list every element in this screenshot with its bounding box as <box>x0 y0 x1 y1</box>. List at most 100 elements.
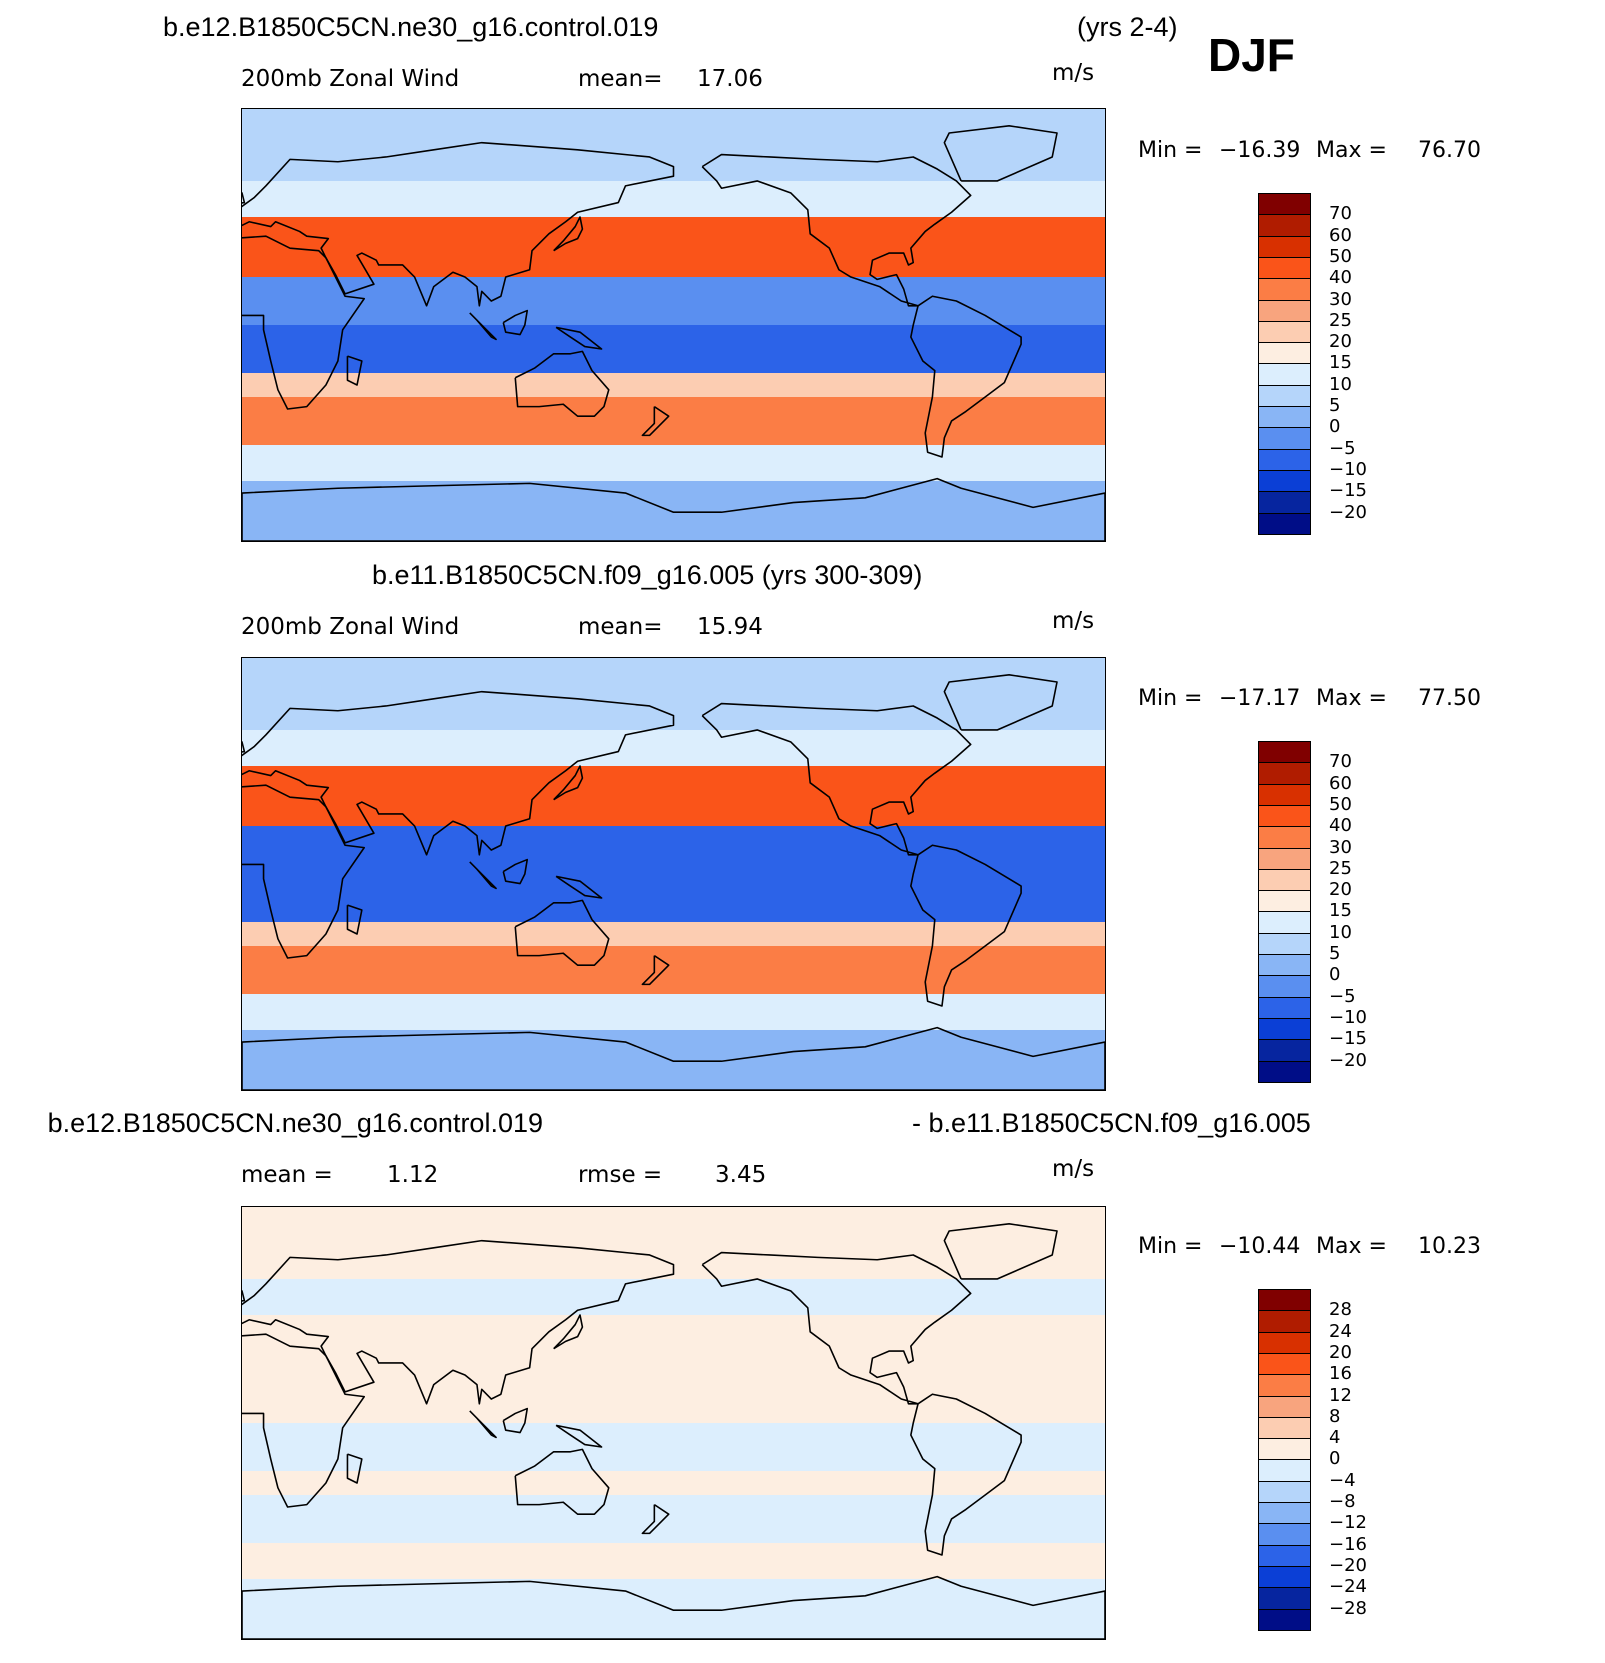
coastline <box>242 690 675 856</box>
coastline <box>514 350 610 417</box>
panel2-units: m/s <box>1052 608 1095 634</box>
panel2-max-value: 77.50 <box>1418 686 1481 711</box>
panel3-max-value: 10.23 <box>1418 1234 1481 1259</box>
colorbar-level-label: −8 <box>1329 1491 1356 1512</box>
coastline <box>242 477 1105 541</box>
colorbar-swatch <box>1258 1331 1311 1354</box>
colorbar-swatch <box>1258 932 1311 955</box>
colorbar-level-label: −20 <box>1329 1554 1367 1576</box>
wind-band <box>242 481 1105 541</box>
colorbar-swatch <box>1258 1438 1311 1461</box>
colorbar-level-label: 25 <box>1329 309 1352 331</box>
colorbar-level-label: −12 <box>1329 1512 1367 1534</box>
panel2-mean-value: 15.94 <box>697 614 763 640</box>
colorbar-level-label: 25 <box>1329 857 1352 879</box>
colorbar-level-label: 50 <box>1329 245 1352 267</box>
coastline <box>943 1223 1058 1280</box>
colorbar-level-label: 50 <box>1329 793 1352 815</box>
colorbar-level-label: −15 <box>1329 1028 1367 1050</box>
colorbar-level-label: 12 <box>1329 1384 1352 1406</box>
colorbar-swatch <box>1258 1416 1311 1440</box>
colorbar-level-label: −20 <box>1329 1049 1367 1071</box>
panel3-mean-value: 1.12 <box>387 1162 439 1188</box>
colorbar-swatch <box>1258 1039 1311 1062</box>
colorbar-level-label: 60 <box>1329 224 1352 246</box>
panel3-units: m/s <box>1052 1156 1095 1182</box>
colorbar-level-label: 15 <box>1329 352 1352 374</box>
coastline <box>469 312 497 341</box>
panel2-map-svg <box>242 658 1105 1090</box>
colorbar-swatch <box>1258 278 1311 301</box>
colorbar-level-label: 8 <box>1329 1405 1341 1427</box>
coastline <box>502 1407 529 1434</box>
panel3-min-label: Min = <box>1138 1234 1203 1259</box>
colorbar-swatch <box>1258 1587 1311 1610</box>
colorbar-swatch <box>1258 1374 1311 1397</box>
colorbar-swatch <box>1258 1395 1311 1418</box>
panel1-min-value: −16.39 <box>1219 138 1301 163</box>
colorbar-swatch <box>1258 1459 1311 1482</box>
colorbar-swatch <box>1258 1060 1311 1083</box>
wind-band <box>242 445 1105 481</box>
wind-band <box>242 397 1105 446</box>
colorbar-level-label: −10 <box>1329 1006 1367 1028</box>
colorbar-swatch <box>1258 1565 1311 1589</box>
colorbar-swatch <box>1258 911 1311 934</box>
coastline <box>242 235 366 410</box>
panel1-colorbar: 70 60 50 40 30 25 20 15 10 5 0 −5 −10 −15 −20 <box>1258 193 1367 535</box>
colorbar-swatch <box>1258 996 1311 1019</box>
colorbar-swatch <box>1258 427 1311 450</box>
wind-band <box>242 1030 1105 1090</box>
coastline <box>502 858 529 885</box>
panel1-min-label: Min = <box>1138 138 1203 163</box>
wind-band <box>242 994 1105 1030</box>
coastline <box>553 216 584 252</box>
colorbar-swatch <box>1258 868 1311 892</box>
colorbar-swatch <box>1258 847 1311 870</box>
coastline <box>242 1026 1105 1090</box>
coastline <box>469 861 497 890</box>
colorbar-level-label: 16 <box>1329 1363 1352 1385</box>
colorbar-swatch <box>1258 363 1311 386</box>
colorbar-swatch <box>1258 469 1311 493</box>
colorbar-level-label: 0 <box>1329 416 1341 438</box>
wind-band <box>242 1579 1105 1639</box>
coastline <box>514 1448 610 1515</box>
wind-band <box>242 826 1105 874</box>
coastline <box>502 309 529 336</box>
colorbar-swatch <box>1258 235 1311 258</box>
coastline <box>910 1393 1022 1556</box>
panel3-map-svg <box>242 1207 1105 1639</box>
colorbar-level-label: 20 <box>1329 1341 1352 1363</box>
panel3-mean-label: mean = <box>241 1162 333 1188</box>
wind-band <box>242 766 1105 826</box>
panel3-case-title-left: b.e12.B1850C5CN.ne30_g16.control.019 <box>47 1108 543 1138</box>
coastline <box>242 740 246 753</box>
panel2-case-title: b.e11.B1850C5CN.f09_g16.005 (yrs 300-309… <box>372 560 923 590</box>
panel2-mean-label: mean= <box>578 614 663 640</box>
colorbar-swatch <box>1258 320 1311 344</box>
panel1-units: m/s <box>1052 60 1095 86</box>
colorbar-swatch <box>1258 384 1311 407</box>
wind-band <box>242 946 1105 994</box>
panel1-max-value: 76.70 <box>1418 138 1481 163</box>
colorbar-swatch <box>1258 1352 1311 1376</box>
panel2-max-label: Max = <box>1316 686 1387 711</box>
wind-band <box>242 922 1105 946</box>
panel3-min-value: −10.44 <box>1219 1234 1301 1259</box>
colorbar-swatch <box>1258 1523 1311 1546</box>
colorbar-level-label: 0 <box>1329 964 1341 986</box>
colorbar-level-label: −10 <box>1329 458 1367 480</box>
coastline <box>242 784 366 959</box>
wind-band <box>242 217 1105 277</box>
coastline <box>701 153 972 307</box>
colorbar-level-label: −16 <box>1329 1533 1367 1555</box>
coastline <box>242 191 246 204</box>
colorbar-level-label: 4 <box>1329 1427 1341 1449</box>
colorbar-level-label: −20 <box>1329 501 1367 523</box>
colorbar-level-label: 10 <box>1329 373 1352 395</box>
colorbar-swatch <box>1258 342 1311 365</box>
panel2-min-value: −17.17 <box>1219 686 1301 711</box>
colorbar-level-label: 30 <box>1329 288 1352 310</box>
coastline <box>641 1503 670 1535</box>
